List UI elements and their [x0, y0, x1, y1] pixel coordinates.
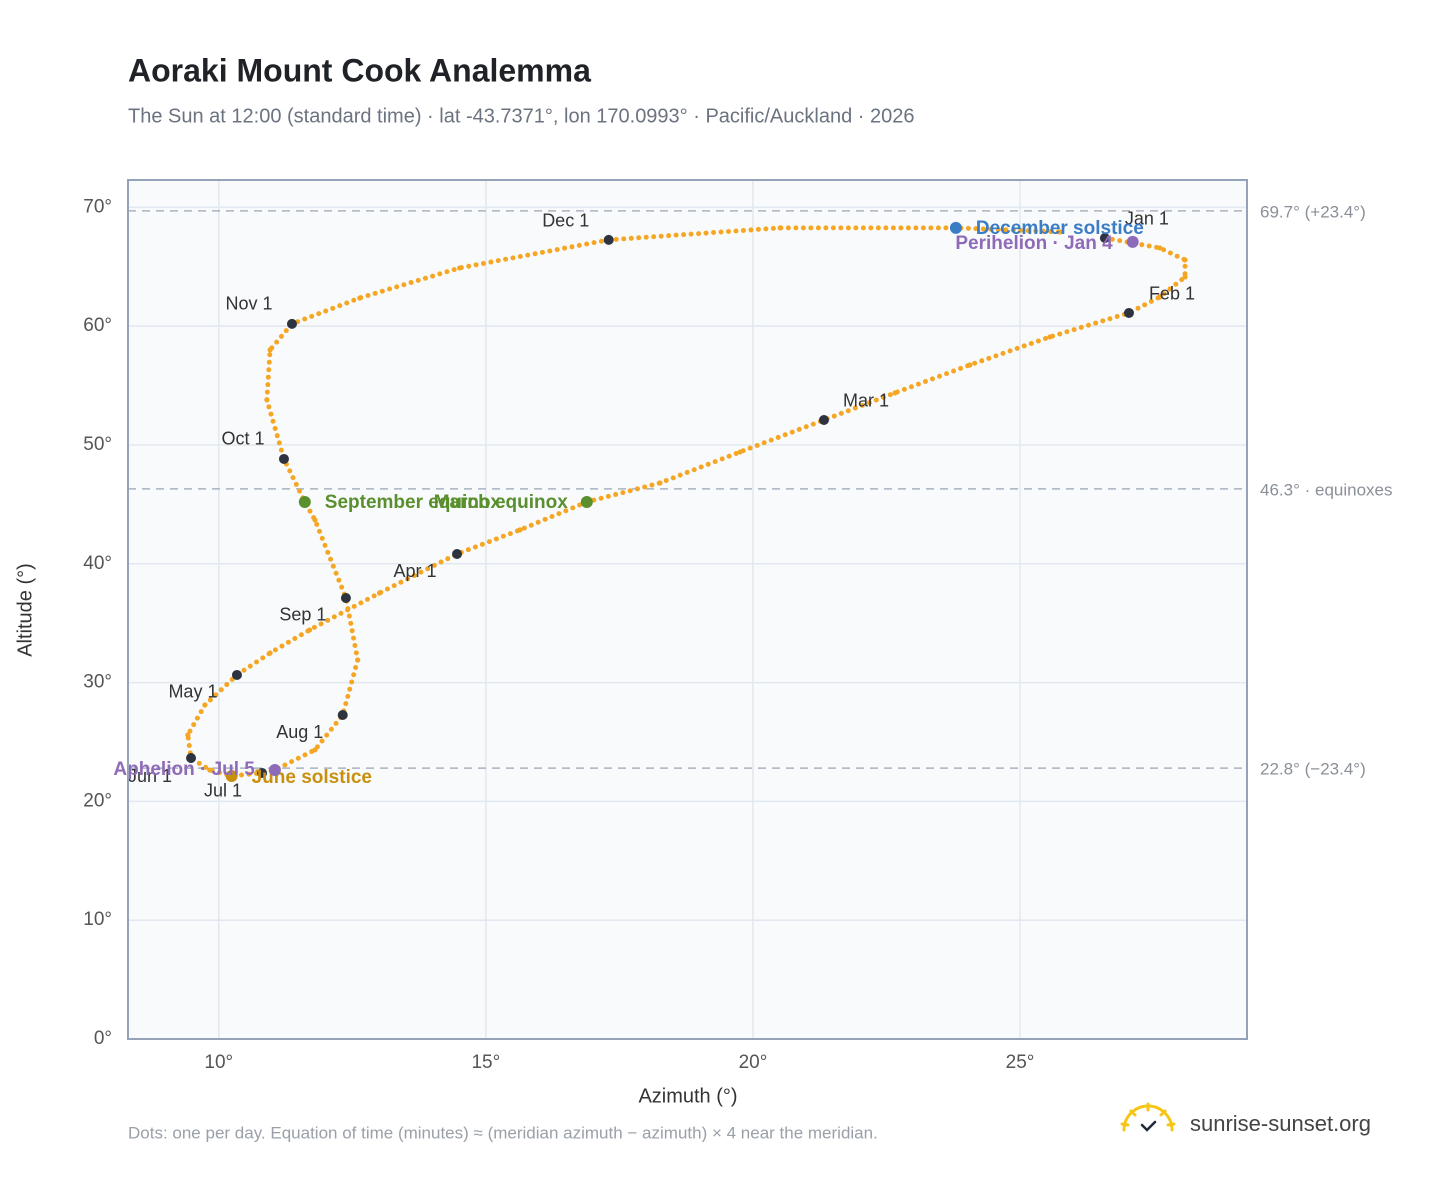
analemma-path: [185, 225, 1188, 779]
chart-title: Aoraki Mount Cook Analemma: [128, 52, 591, 88]
month-label: Dec 1: [542, 211, 589, 231]
event-marker: [1126, 235, 1139, 248]
month-label: Jan 1: [1125, 209, 1169, 229]
day-dot: [207, 767, 213, 773]
y-tick-label: 20°: [83, 790, 112, 811]
month-marker: [231, 669, 242, 680]
day-dot: [967, 362, 973, 368]
y-tick-label: 40°: [83, 553, 112, 574]
day-dot: [307, 627, 313, 633]
month-marker: [818, 414, 829, 425]
plot-layer: Jan 1 Feb 1 Mar 1 Apr 1 May 1 Jun 1 Jul 1 Aug 1…: [113, 180, 1247, 1040]
source: sunrise-sunset.org: [1190, 1111, 1371, 1136]
month-label: Nov 1: [225, 294, 272, 314]
month-label: Aug 1: [276, 722, 323, 742]
y-tick-label: 60°: [83, 315, 112, 336]
event-label: Perihelion · Jan 4: [955, 233, 1113, 254]
month-label: Apr 1: [394, 561, 437, 581]
event-label: December solstice: [976, 218, 1144, 239]
month-label: May 1: [168, 682, 217, 702]
y-axis-label: Altitude (°): [14, 563, 36, 657]
reference-label: 46.3° · equinoxes: [1260, 480, 1393, 499]
month-marker: [1123, 307, 1134, 318]
day-dot: [312, 517, 318, 523]
day-dot: [1182, 257, 1188, 263]
day-dot: [737, 449, 743, 455]
month-marker: [452, 549, 463, 560]
month-marker: [257, 767, 268, 778]
month-marker: [337, 710, 348, 721]
day-dot: [892, 390, 898, 396]
day-dot: [1057, 229, 1063, 235]
month-label: Feb 1: [1149, 284, 1195, 304]
x-tick-label: 20°: [739, 1052, 768, 1073]
month-label: Jun 1: [128, 766, 172, 786]
month-label: Mar 1: [843, 391, 889, 411]
month-marker: [1099, 232, 1110, 243]
day-dot: [517, 527, 523, 533]
reference-label: 69.7° (+23.4°): [1260, 202, 1366, 221]
event-label: Aphelion · Jul 5: [113, 759, 255, 780]
event-marker: [949, 221, 962, 234]
reference-label: 22.8° (−23.4°): [1260, 760, 1366, 779]
event-marker: [298, 495, 311, 508]
month-label: Sep 1: [279, 605, 326, 625]
y-tick-label: 50°: [83, 434, 112, 455]
month-marker: [340, 592, 351, 603]
x-axis-label: Azimuth (°): [638, 1085, 737, 1107]
event-marker: [268, 764, 281, 777]
month-label: Jul 1: [204, 781, 242, 801]
chart-subtitle: The Sun at 12:00 (standard time) · lat -…: [128, 105, 914, 127]
day-dot: [312, 747, 318, 753]
plot-area: [128, 180, 1247, 1039]
day-dot: [267, 347, 273, 353]
day-dot: [777, 225, 783, 231]
y-tick-label: 70°: [83, 196, 112, 217]
month-label: Oct 1: [221, 429, 264, 449]
day-dot: [457, 265, 463, 271]
day-dot: [1157, 245, 1163, 251]
day-dot: [657, 480, 663, 486]
day-dot: [202, 702, 208, 708]
day-dot: [1182, 274, 1188, 280]
month-marker: [286, 318, 297, 329]
month-marker: [603, 234, 614, 245]
x-tick-label: 15°: [471, 1052, 500, 1073]
day-dot: [1047, 334, 1053, 340]
y-tick-label: 10°: [83, 909, 112, 930]
day-dot: [376, 590, 383, 596]
day-dot: [185, 732, 191, 738]
logo: [1120, 1102, 1176, 1132]
y-tick-label: 0°: [94, 1028, 112, 1049]
footnote: Dots: one per day. Equation of time (min…: [128, 1123, 878, 1142]
event-marker: [580, 495, 593, 508]
day-dot: [1157, 294, 1163, 300]
day-dot: [264, 397, 270, 403]
day-dot: [267, 650, 273, 656]
x-tick-label: 25°: [1006, 1052, 1035, 1073]
event-label: September equinox: [325, 492, 502, 513]
y-tick-label: 30°: [83, 672, 112, 693]
event-marker: [225, 769, 238, 782]
month-marker: [278, 453, 289, 464]
event-label: March equinox: [434, 492, 569, 513]
day-dot: [357, 295, 363, 301]
plot-frame: [127, 179, 1248, 1040]
day-dot: [355, 657, 361, 663]
event-label: June solstice: [252, 767, 372, 788]
month-marker: [186, 753, 197, 764]
x-tick-label: 10°: [204, 1052, 233, 1073]
